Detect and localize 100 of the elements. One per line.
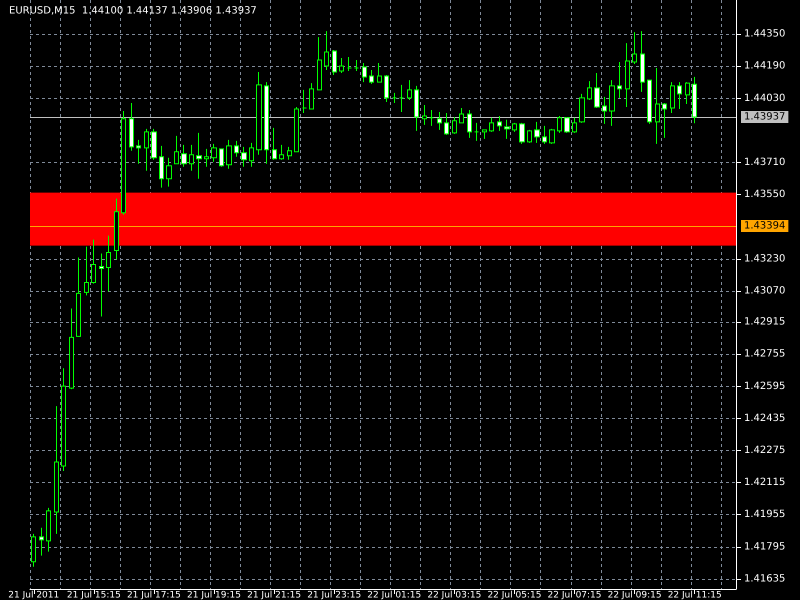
- candlestick: [527, 129, 532, 144]
- y-tick-label: 1.42115: [744, 477, 786, 488]
- y-tick-label: 1.41795: [744, 541, 786, 552]
- candlestick: [414, 85, 419, 132]
- x-tick-label: 22 Jul 05:15: [487, 590, 542, 600]
- candlestick: [31, 533, 36, 568]
- y-tick-label: 1.43710: [744, 157, 786, 168]
- x-tick-label: 21 Jul 19:15: [187, 590, 242, 600]
- candlestick: [121, 110, 126, 216]
- y-tick-label: 1.41635: [744, 573, 786, 584]
- candlestick: [519, 122, 525, 144]
- x-tick-label: 21 Jul 15:15: [66, 590, 121, 600]
- y-tick-label: 1.44190: [744, 60, 786, 72]
- candlestick: [144, 128, 149, 172]
- candlestick: [249, 142, 254, 168]
- candlestick: [587, 80, 592, 100]
- x-tick-label: 22 Jul 09:15: [608, 590, 662, 600]
- candlestick: [670, 82, 675, 114]
- y-tick-label: 1.44350: [744, 28, 786, 40]
- candlestick: [241, 146, 247, 168]
- candlestick: [429, 109, 434, 126]
- y-tick-label: 1.41955: [744, 509, 786, 520]
- candlestick: [407, 80, 412, 100]
- candlestick: [549, 128, 555, 144]
- candlestick: [579, 93, 585, 124]
- candlestick: [504, 119, 510, 140]
- x-tick-label: 22 Jul 01:15: [367, 590, 422, 600]
- candlestick: [452, 116, 457, 134]
- x-tick-label: 21 Jul 21:15: [247, 590, 302, 600]
- y-tick-label: 1.42915: [744, 316, 786, 328]
- candlestick: [685, 82, 690, 104]
- candlestick: [39, 527, 44, 556]
- ref-line-label: 1.43394: [744, 220, 786, 232]
- text: EURUSD,M15 1.44100 1.44137 1.43906 1.43937: [9, 6, 257, 16]
- candlestick: [422, 104, 427, 126]
- candlestick: [534, 121, 540, 144]
- candlestick: [392, 92, 397, 104]
- candlestick: [557, 115, 562, 134]
- candlestick: [482, 129, 487, 140]
- candlestick: [594, 72, 600, 108]
- x-tick-label: 22 Jul 11:15: [668, 590, 722, 600]
- x-tick-label: 21 Jul 2011: [8, 590, 60, 600]
- y-tick-label: 1.42435: [744, 412, 786, 424]
- candlestick: [181, 144, 187, 168]
- candlestick: [54, 406, 59, 534]
- candlestick: [497, 115, 502, 132]
- candlestick: [264, 82, 269, 164]
- candlestick: [444, 112, 449, 136]
- candlestick: [692, 76, 697, 124]
- candlestick: [309, 82, 314, 110]
- candlestick: [625, 42, 630, 108]
- candlestick: [136, 139, 141, 164]
- candlestick: [256, 72, 262, 156]
- candlestick: [677, 82, 682, 110]
- candlestick: [84, 246, 89, 296]
- candlestick: [151, 128, 157, 160]
- candlestick: [362, 62, 367, 83]
- ref-line-label: 1.43937: [744, 111, 786, 122]
- candlestick: [226, 139, 232, 170]
- candlestick: [437, 111, 442, 130]
- y-tick-label: 1.42755: [744, 348, 786, 360]
- candlestick: [196, 132, 202, 180]
- candlestick: [204, 148, 209, 168]
- candlestick: [219, 148, 224, 168]
- candlestick: [287, 146, 292, 160]
- candlestick: [302, 89, 307, 114]
- candlestick: [347, 56, 352, 72]
- candlestick: [99, 252, 104, 317]
- x-tick-label: 22 Jul 07:15: [548, 590, 602, 600]
- candlestick: [399, 84, 404, 112]
- candlestick: [324, 30, 329, 71]
- candlestick: [69, 308, 74, 390]
- x-tick-label: 22 Jul 03:15: [427, 590, 482, 600]
- candlestick: [609, 80, 615, 126]
- y-tick-label: 1.44030: [744, 92, 786, 104]
- candlestick: [339, 57, 344, 74]
- candlestick: [91, 239, 96, 284]
- candlestick: [489, 117, 494, 132]
- candlestick: [279, 144, 284, 160]
- candlestick: [647, 80, 652, 124]
- candlestick: [474, 122, 479, 142]
- candlestick: [377, 62, 382, 83]
- candlestick: [354, 60, 359, 72]
- candlestick: [512, 122, 517, 132]
- candlestick: [129, 102, 134, 152]
- x-tick-label: 21 Jul 17:15: [126, 590, 181, 600]
- candlestick: [159, 145, 164, 188]
- candlestick: [564, 116, 570, 134]
- candlestick: [369, 70, 374, 84]
- candlestick: [106, 235, 111, 292]
- candlestick: [655, 68, 660, 144]
- candlestick: [272, 127, 277, 160]
- y-tick-label: 1.42275: [744, 445, 786, 456]
- candlestick: [662, 102, 667, 138]
- candlestick: [467, 109, 472, 138]
- candlestick: [294, 106, 299, 152]
- candlestick: [602, 96, 607, 124]
- candlestick: [617, 62, 622, 98]
- candlestick: [317, 36, 322, 90]
- candlestick: [114, 198, 119, 260]
